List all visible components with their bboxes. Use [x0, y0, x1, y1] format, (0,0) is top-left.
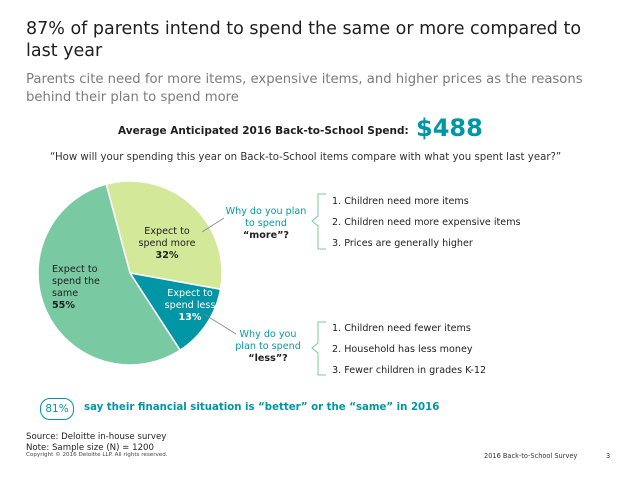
- copyright: Copyright © 2016 Deloitte LLP. All right…: [26, 452, 168, 458]
- pie-slice-less: [128, 271, 222, 352]
- source-line: Source: Deloitte in-house survey: [26, 432, 167, 442]
- source-note: Source: Deloitte in-house survey Note: S…: [26, 432, 166, 454]
- sample-note-line: Note: Sample size (N) = 1200: [26, 443, 154, 453]
- spend-label: Average Anticipated 2016 Back-to-School …: [118, 125, 409, 137]
- pie-slice-same: [37, 183, 182, 366]
- more-bracket: [311, 193, 326, 250]
- reasons-more-list: 1. Children need more items 2. Children …: [332, 196, 521, 259]
- list-item: 3. Prices are generally higher: [332, 238, 473, 249]
- less-bracket: [311, 321, 326, 376]
- slice-label-more-line1: Expect to: [144, 226, 190, 237]
- spend-value: $488: [416, 114, 483, 142]
- slice-label-same-line3: same: [52, 288, 79, 299]
- report-title: 2016 Back-to-School Survey: [484, 452, 578, 460]
- page-subtitle: Parents cite need for more items, expens…: [26, 72, 583, 105]
- more-connector-line: [201, 217, 225, 233]
- list-item: 1. Children need fewer items: [332, 323, 471, 334]
- page-number: 3: [606, 452, 611, 460]
- why-more-question: Why do you plan to spend “more”?: [218, 206, 314, 242]
- slice-label-same-line1: Expect to: [52, 264, 98, 275]
- page-title: 87% of parents intend to spend the same …: [26, 19, 582, 61]
- slice-label-less-line2: spend less: [164, 300, 216, 311]
- slice-value-less: 13%: [178, 312, 202, 323]
- why-more-line2: to spend: [245, 218, 287, 229]
- slice-label-more-line2: spend more: [138, 238, 196, 249]
- list-item: 2. Household has less money: [332, 344, 473, 355]
- stat-text: say their financial situation is “better…: [84, 402, 440, 413]
- why-more-emphasis: “more”?: [242, 230, 289, 241]
- stat-badge: 81%: [40, 398, 74, 420]
- why-less-emphasis: “less”?: [248, 353, 288, 364]
- why-less-line1: Why do you: [239, 329, 297, 340]
- slice-label-same-line2: spend the: [52, 276, 100, 287]
- survey-question: “How will your spending this year on Bac…: [50, 152, 562, 163]
- pie-slice-more: [105, 180, 223, 291]
- why-more-line1: Why do you plan: [225, 206, 307, 217]
- slice-label-less-line1: Expect to: [167, 288, 213, 299]
- why-less-question: Why do you plan to spend “less”?: [228, 329, 308, 365]
- slice-label-more: Expect to spend more 32%: [122, 226, 212, 262]
- why-less-line2: plan to spend: [235, 341, 301, 352]
- reasons-less-list: 1. Children need fewer items 2. Househol…: [332, 323, 486, 386]
- slice-label-less: Expect to spend less 13%: [150, 288, 230, 324]
- slice-value-same: 55%: [52, 300, 75, 311]
- list-item: 3. Fewer children in grades K-12: [332, 365, 487, 376]
- slice-value-more: 32%: [155, 250, 179, 261]
- list-item: 1. Children need more items: [332, 196, 469, 207]
- slice-label-same: Expect to spend the same 55%: [52, 264, 122, 312]
- pie-chart: [37, 180, 223, 366]
- list-item: 2. Children need more expensive items: [332, 217, 521, 228]
- less-connector-line: [203, 313, 237, 335]
